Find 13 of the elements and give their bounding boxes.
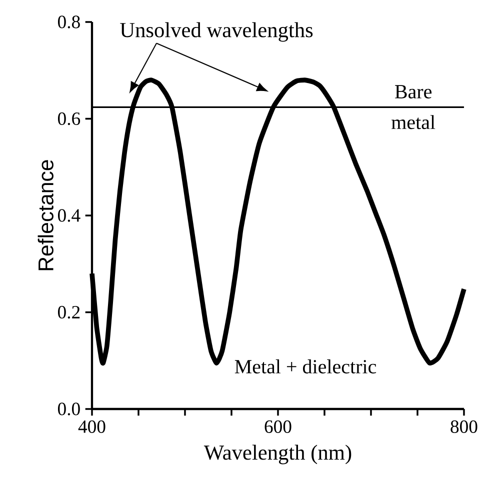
y-tick-label: 0.8 (58, 16, 80, 28)
y-tick-label: 0.2 (58, 306, 80, 319)
y-tick-label: 0.0 (58, 402, 80, 416)
series-label: Metal + dielectric (234, 359, 376, 374)
y-tick-label: 0.6 (58, 112, 80, 126)
x-tick-label: 600 (264, 420, 292, 433)
ref-line-label: Bare metal (392, 85, 436, 130)
x-tick-label: 400 (78, 420, 106, 433)
y-tick-label: 0.4 (58, 209, 80, 222)
x-axis-title: Wavelength (nm) (204, 444, 352, 464)
x-tick-label: 800 (450, 420, 478, 433)
annotation: Unsolved wavelengths (120, 22, 313, 42)
y-axis-title: Reflectance (38, 160, 54, 270)
